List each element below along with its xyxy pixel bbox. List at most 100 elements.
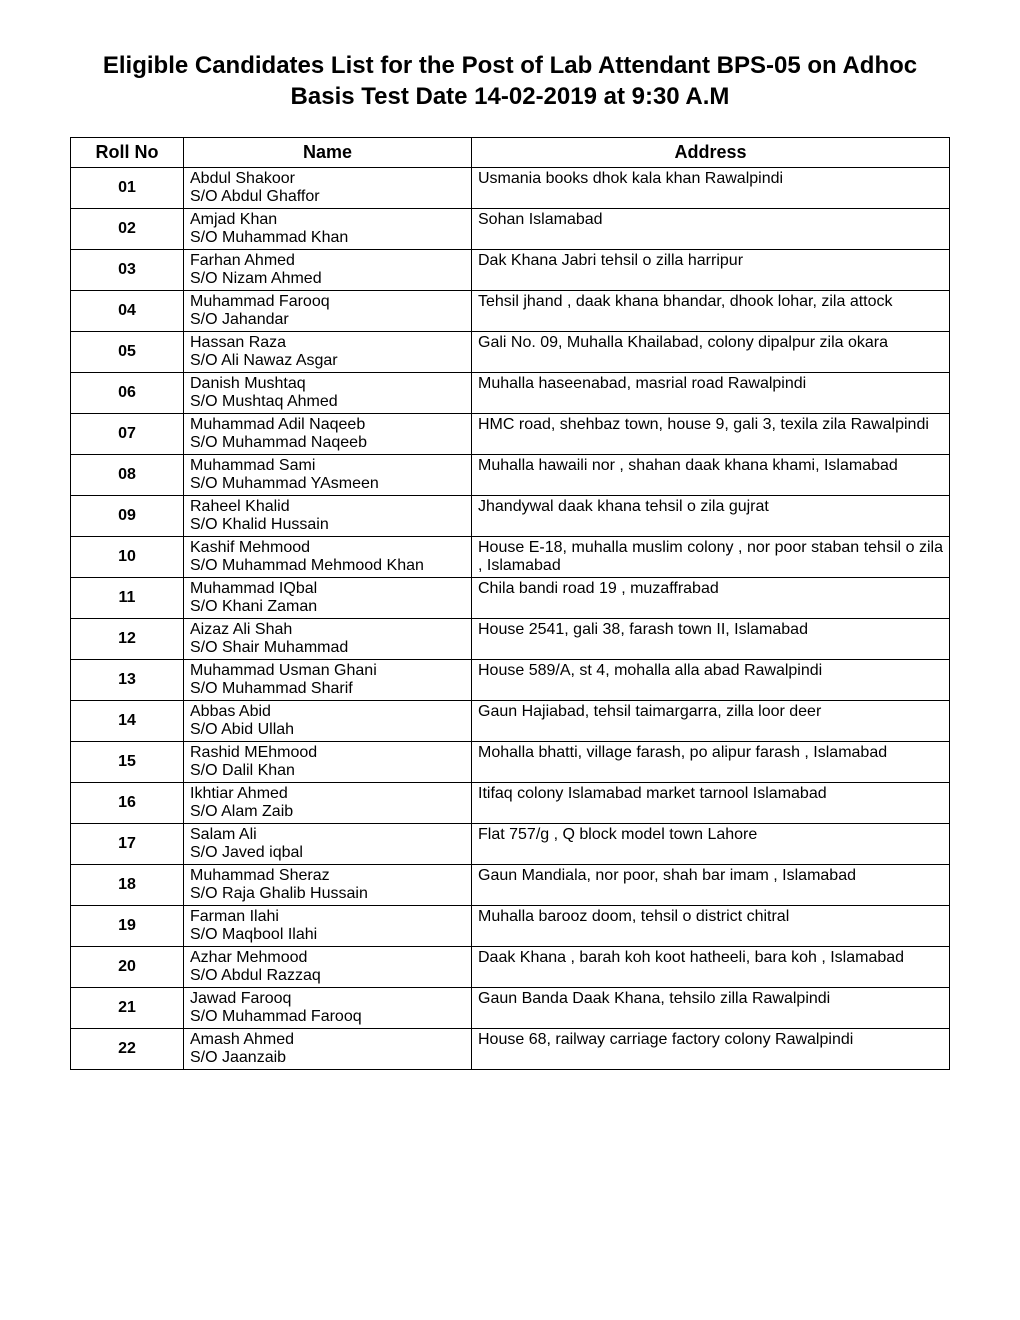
table-row: 05Hassan RazaS/O Ali Nawaz AsgarGali No.… <box>71 332 950 373</box>
cell-address: House 68, railway carriage factory colon… <box>472 1029 950 1070</box>
cell-roll: 01 <box>71 168 184 209</box>
cell-name: Farhan AhmedS/O Nizam Ahmed <box>184 250 472 291</box>
table-row: 09Raheel KhalidS/O Khalid HussainJhandyw… <box>71 496 950 537</box>
candidate-father: S/O Nizam Ahmed <box>190 270 465 288</box>
table-row: 20Azhar MehmoodS/O Abdul RazzaqDaak Khan… <box>71 947 950 988</box>
cell-address: House 589/A, st 4, mohalla alla abad Raw… <box>472 660 950 701</box>
candidate-name: Farman Ilahi <box>190 908 465 926</box>
candidate-name: Farhan Ahmed <box>190 252 465 270</box>
table-row: 12 Aizaz Ali ShahS/O Shair Muhammad House … <box>71 619 950 660</box>
table-row: 17Salam AliS/O Javed iqbalFlat 757/g , Q… <box>71 824 950 865</box>
candidate-father: S/O Muhammad YAsmeen <box>190 475 465 493</box>
candidate-name: Aizaz Ali Shah <box>190 621 465 639</box>
cell-name: Muhammad IQbalS/O Khani Zaman <box>184 578 472 619</box>
table-row: 06Danish MushtaqS/O Mushtaq AhmedMuhalla… <box>71 373 950 414</box>
cell-name: Muhammad Adil NaqeebS/O Muhammad Naqeeb <box>184 414 472 455</box>
cell-name: Amash AhmedS/O Jaanzaib <box>184 1029 472 1070</box>
candidate-father: S/O Muhammad Khan <box>190 229 465 247</box>
cell-name: Kashif MehmoodS/O Muhammad Mehmood Khan <box>184 537 472 578</box>
candidate-name: Danish Mushtaq <box>190 375 465 393</box>
candidate-name: Amash Ahmed <box>190 1031 465 1049</box>
cell-roll: 21 <box>71 988 184 1029</box>
candidate-name: Muhammad Farooq <box>190 293 465 311</box>
cell-roll: 17 <box>71 824 184 865</box>
cell-name: Azhar MehmoodS/O Abdul Razzaq <box>184 947 472 988</box>
cell-address: Gaun Banda Daak Khana, tehsilo zilla Raw… <box>472 988 950 1029</box>
cell-roll: 04 <box>71 291 184 332</box>
table-row: 21 Jawad FarooqS/O Muhammad Farooq Gaun Ba… <box>71 988 950 1029</box>
cell-roll: 14 <box>71 701 184 742</box>
candidate-father: S/O Muhammad Sharif <box>190 680 465 698</box>
cell-address: Sohan Islamabad <box>472 209 950 250</box>
candidate-name: Abdul Shakoor <box>190 170 465 188</box>
col-header-name: Name <box>184 138 472 168</box>
candidates-table: Roll No Name Address 01Abdul ShakoorS/O … <box>70 137 950 1070</box>
page-title: Eligible Candidates List for the Post of… <box>70 50 950 112</box>
candidate-father: S/O Abdul Razzaq <box>190 967 465 985</box>
cell-name: Muhammad SamiS/O Muhammad YAsmeen <box>184 455 472 496</box>
cell-address: Gaun Hajiabad, tehsil taimargarra, zilla… <box>472 701 950 742</box>
candidate-father: S/O Maqbool Ilahi <box>190 926 465 944</box>
cell-name: Rashid MEhmoodS/O Dalil Khan <box>184 742 472 783</box>
candidate-name: Muhammad Usman Ghani <box>190 662 465 680</box>
table-row: 15Rashid MEhmoodS/O Dalil KhanMohalla bh… <box>71 742 950 783</box>
cell-roll: 02 <box>71 209 184 250</box>
cell-roll: 07 <box>71 414 184 455</box>
cell-roll: 05 <box>71 332 184 373</box>
candidate-father: S/O Ali Nawaz Asgar <box>190 352 465 370</box>
cell-name: Salam AliS/O Javed iqbal <box>184 824 472 865</box>
candidate-name: Jawad Farooq <box>190 990 465 1008</box>
cell-name: Danish MushtaqS/O Mushtaq Ahmed <box>184 373 472 414</box>
candidate-name: Salam Ali <box>190 826 465 844</box>
cell-roll: 08 <box>71 455 184 496</box>
cell-address: Usmania books dhok kala khan Rawalpindi <box>472 168 950 209</box>
candidate-father: S/O Abid Ullah <box>190 721 465 739</box>
cell-name: Raheel KhalidS/O Khalid Hussain <box>184 496 472 537</box>
table-row: 02Amjad KhanS/O Muhammad KhanSohan Islam… <box>71 209 950 250</box>
table-row: 11Muhammad IQbalS/O Khani ZamanChila ban… <box>71 578 950 619</box>
cell-roll: 10 <box>71 537 184 578</box>
table-row: 07Muhammad Adil NaqeebS/O Muhammad Naqee… <box>71 414 950 455</box>
cell-roll: 06 <box>71 373 184 414</box>
cell-roll: 20 <box>71 947 184 988</box>
candidate-father: S/O Dalil Khan <box>190 762 465 780</box>
table-row: 01Abdul ShakoorS/O Abdul GhafforUsmania … <box>71 168 950 209</box>
candidate-father: S/O Abdul Ghaffor <box>190 188 465 206</box>
cell-address: Gaun Mandiala, nor poor, shah bar imam ,… <box>472 865 950 906</box>
cell-name: Muhammad SherazS/O Raja Ghalib Hussain <box>184 865 472 906</box>
cell-roll: 19 <box>71 906 184 947</box>
candidate-father: S/O Javed iqbal <box>190 844 465 862</box>
table-row: 10Kashif MehmoodS/O Muhammad Mehmood Kha… <box>71 537 950 578</box>
cell-address: Muhalla barooz doom, tehsil o district c… <box>472 906 950 947</box>
candidate-father: S/O Raja Ghalib Hussain <box>190 885 465 903</box>
table-row: 19 Farman IlahiS/O Maqbool Ilahi Muhalla b… <box>71 906 950 947</box>
cell-address: Daak Khana , barah koh koot hatheeli, ba… <box>472 947 950 988</box>
candidate-father: S/O Mushtaq Ahmed <box>190 393 465 411</box>
cell-roll: 12 <box>71 619 184 660</box>
candidate-name: Abbas Abid <box>190 703 465 721</box>
cell-address: Gali No. 09, Muhalla Khailabad, colony d… <box>472 332 950 373</box>
cell-address: Flat 757/g , Q block model town Lahore <box>472 824 950 865</box>
candidate-name: Rashid MEhmood <box>190 744 465 762</box>
table-row: 03Farhan AhmedS/O Nizam AhmedDak Khana J… <box>71 250 950 291</box>
cell-address: Muhalla haseenabad, masrial road Rawalpi… <box>472 373 950 414</box>
cell-name: Amjad KhanS/O Muhammad Khan <box>184 209 472 250</box>
cell-address: Mohalla bhatti, village farash, po alipu… <box>472 742 950 783</box>
cell-address: Muhalla hawaili nor , shahan daak khana … <box>472 455 950 496</box>
candidate-father: S/O Khani Zaman <box>190 598 465 616</box>
candidate-father: S/O Jahandar <box>190 311 465 329</box>
candidate-name: Muhammad IQbal <box>190 580 465 598</box>
candidate-father: S/O Shair Muhammad <box>190 639 465 657</box>
cell-address: House 2541, gali 38, farash town II, Isl… <box>472 619 950 660</box>
candidate-father: S/O Jaanzaib <box>190 1049 465 1067</box>
candidate-name: Hassan Raza <box>190 334 465 352</box>
candidate-father: S/O Muhammad Farooq <box>190 1008 465 1026</box>
cell-name: Muhammad Usman GhaniS/O Muhammad Sharif <box>184 660 472 701</box>
cell-roll: 22 <box>71 1029 184 1070</box>
cell-name: Abbas AbidS/O Abid Ullah <box>184 701 472 742</box>
cell-name: Hassan RazaS/O Ali Nawaz Asgar <box>184 332 472 373</box>
cell-name: Abdul ShakoorS/O Abdul Ghaffor <box>184 168 472 209</box>
cell-roll: 16 <box>71 783 184 824</box>
cell-address: Itifaq colony Islamabad market tarnool I… <box>472 783 950 824</box>
table-row: 14Abbas AbidS/O Abid UllahGaun Hajiabad,… <box>71 701 950 742</box>
